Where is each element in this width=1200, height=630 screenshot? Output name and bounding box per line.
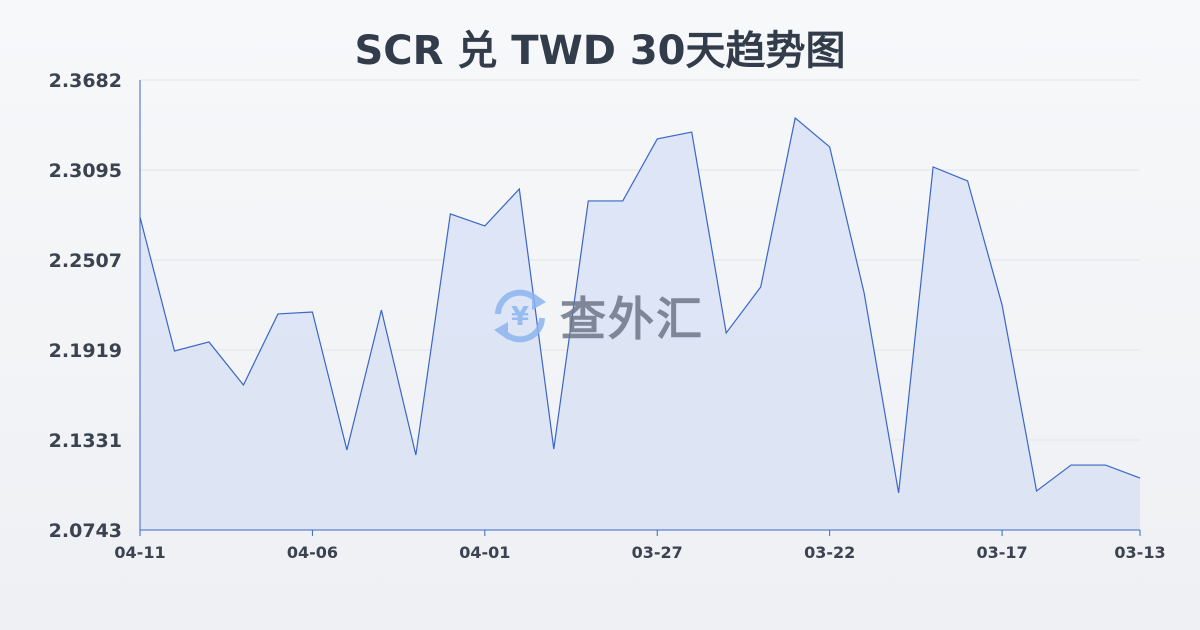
watermark: ¥ 查外汇 <box>488 283 704 349</box>
x-tick-label: 04-11 <box>114 543 165 562</box>
svg-text:¥: ¥ <box>511 302 529 332</box>
chart-title: SCR 兑 TWD 30天趋势图 <box>354 28 846 74</box>
yen-exchange-icon: ¥ <box>494 289 546 343</box>
y-tick-label: 2.1919 <box>49 340 122 362</box>
x-tick-label: 03-27 <box>632 543 683 562</box>
area-fill <box>140 117 1140 530</box>
x-tick-label: 04-06 <box>287 543 338 562</box>
y-tick-label: 2.3682 <box>49 70 122 92</box>
y-tick-label: 2.2507 <box>49 250 122 272</box>
x-tick-label: 03-22 <box>804 543 855 562</box>
y-tick-label: 2.0743 <box>49 520 122 542</box>
watermark-text: 查外汇 <box>560 292 704 346</box>
series-line <box>139 116 1141 494</box>
y-tick-label: 2.1331 <box>49 430 122 452</box>
y-tick-label: 2.3095 <box>49 160 122 182</box>
x-tick-label: 03-17 <box>976 543 1027 562</box>
x-tick-label: 03-13 <box>1114 543 1165 562</box>
x-tick-label: 04-01 <box>459 543 510 562</box>
